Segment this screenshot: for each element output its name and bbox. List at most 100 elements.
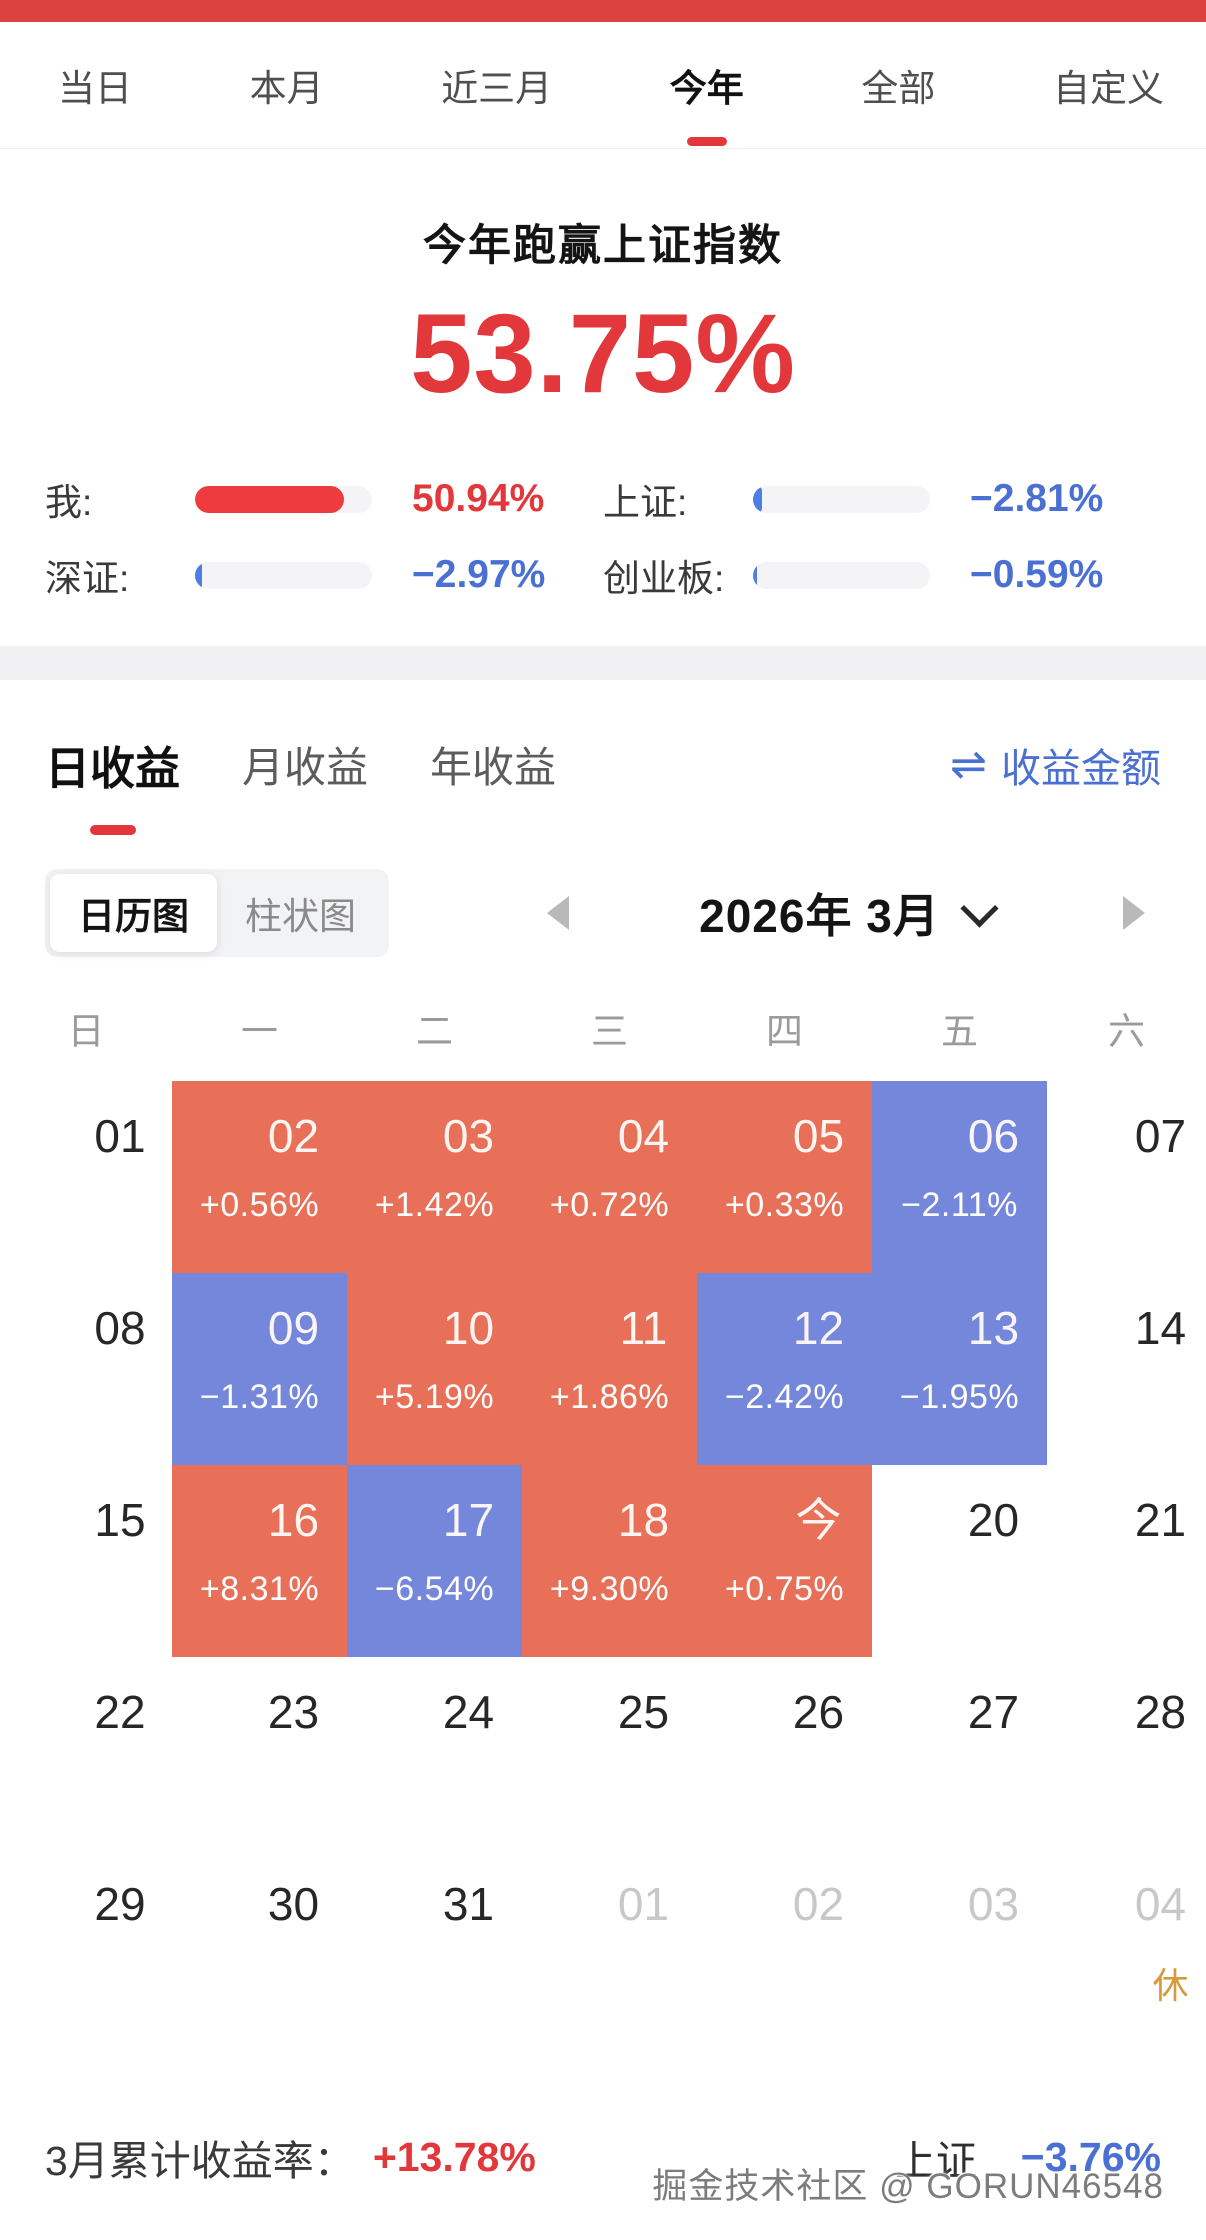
calendar-grid: 01 02 +0.56% 03 +1.42% 04 +0.72% 05 +0.33% 06 −2.1… (0, 1081, 1206, 2041)
calendar-day-cell[interactable]: 01 (0, 1081, 172, 1273)
calendar-day-cell[interactable]: 06 −2.11% (872, 1081, 1047, 1273)
day-number: 15 (94, 1494, 146, 1546)
day-number: 02 (792, 1878, 845, 1930)
calendar-day-cell[interactable]: 12 −2.42% (697, 1273, 872, 1465)
calendar-day-cell[interactable]: 26 (697, 1657, 872, 1849)
footer-benchmark-value: −3.76% (1020, 2133, 1161, 2180)
calendar-day-cell[interactable]: 18 +9.30% (522, 1465, 697, 1657)
month-picker[interactable]: 2026年 3月 (569, 880, 1123, 946)
calendar-day-cell[interactable]: 28 (1047, 1657, 1206, 1849)
next-month-arrow-icon[interactable] (1123, 896, 1145, 930)
weekday-label: 二 (416, 1011, 453, 1052)
return-amount-toggle[interactable]: ⇌ 收益金额 (950, 736, 1161, 794)
calendar-day-cell[interactable]: 17 −6.54% (347, 1465, 522, 1657)
benchmark-value: −2.97% (412, 553, 546, 596)
tab-all[interactable]: 全部 (861, 68, 936, 109)
calendar-day-cell[interactable]: 29 (0, 1849, 172, 2041)
day-return-value: +5.19% (374, 1378, 495, 1417)
tab-daily-returns[interactable]: 日收益 (45, 732, 180, 797)
footer-benchmark: 上证 −3.76% (895, 2127, 1161, 2187)
benchmark-bar-fill (195, 561, 203, 589)
calendar-day-cell[interactable]: 02 (697, 1849, 872, 2041)
benchmark-row-shanghai: 上证: −2.81% (603, 476, 1161, 523)
view-bar-chart-button[interactable]: 柱状图 (245, 896, 356, 937)
benchmark-row-chinext: 创业板: −0.59% (603, 552, 1161, 599)
benchmark-bar-fill (195, 485, 344, 513)
calendar-day-cell[interactable]: 31 (347, 1849, 522, 2041)
calendar-day-cell[interactable]: 07 (1047, 1081, 1206, 1273)
swap-icon: ⇌ (950, 739, 987, 789)
outperformance-value: 53.75% (410, 291, 796, 416)
benchmark-comparison: 我: 50.94% 上证: −2.81% 深证: −2.97% 创业板: −0.… (0, 476, 1206, 599)
calendar-day-cell[interactable]: 01 (522, 1849, 697, 2041)
day-number: 08 (94, 1302, 146, 1354)
calendar-day-cell[interactable]: 10 +5.19% (347, 1273, 522, 1465)
current-month-label: 2026年 3月 (699, 890, 940, 942)
tab-yearly-returns[interactable]: 年收益 (430, 744, 557, 791)
day-return-value: +1.86% (549, 1378, 670, 1417)
benchmark-bar-fill (753, 485, 762, 513)
cumulative-return-label: 3月累计收益率： (45, 2138, 355, 2184)
date-range-tabs: 当日 本月 近三月 今年 全部 自定义 (0, 22, 1206, 149)
calendar-day-cell[interactable]: 21 (1047, 1465, 1206, 1657)
benchmark-value: −0.59% (970, 553, 1104, 596)
calendar-day-cell[interactable]: 08 (0, 1273, 172, 1465)
calendar-day-cell[interactable]: 02 +0.56% (172, 1081, 347, 1273)
calendar-day-cell[interactable]: 03 (872, 1849, 1047, 2041)
day-number: 23 (267, 1686, 320, 1738)
tab-this-year[interactable]: 今年 (670, 58, 744, 112)
benchmark-label: 上证: (603, 482, 688, 523)
calendar-day-cell[interactable]: 11 +1.86% (522, 1273, 697, 1465)
tab-last-3-months[interactable]: 近三月 (441, 68, 553, 109)
day-number: 16 (267, 1494, 320, 1546)
day-number: 29 (94, 1878, 146, 1930)
day-number: 06 (967, 1110, 1020, 1162)
day-number: 14 (1134, 1302, 1187, 1354)
benchmark-value: 50.94% (412, 477, 545, 520)
benchmark-value: −2.81% (970, 477, 1104, 520)
day-number: 27 (967, 1686, 1020, 1738)
calendar-day-cell[interactable]: 20 (872, 1465, 1047, 1657)
weekday-label: 五 (941, 1011, 978, 1052)
performance-summary: 今年跑赢上证指数 53.75% (0, 211, 1206, 418)
weekday-label: 四 (766, 1011, 803, 1052)
calendar-day-cell[interactable]: 04 +0.72% (522, 1081, 697, 1273)
tab-today[interactable]: 当日 (58, 68, 132, 109)
month-navigator: 2026年 3月 (389, 880, 1161, 946)
chevron-down-icon (960, 888, 999, 928)
calendar-day-cell[interactable]: 09 −1.31% (172, 1273, 347, 1465)
calendar-day-cell[interactable]: 05 +0.33% (697, 1081, 872, 1273)
day-number: 04 (617, 1110, 670, 1162)
month-summary-footer: 3月累计收益率： +13.78% 上证 −3.76% (0, 2127, 1206, 2187)
day-number: 17 (442, 1494, 495, 1546)
day-number: 12 (792, 1302, 845, 1354)
calendar-day-cell[interactable]: 27 (872, 1657, 1047, 1849)
calendar-day-cell[interactable]: 04 休 (1047, 1849, 1206, 2041)
top-red-bar (0, 0, 1206, 22)
day-number: 21 (1134, 1494, 1187, 1546)
tab-custom[interactable]: 自定义 (1052, 68, 1164, 109)
day-number: 04 (1134, 1878, 1187, 1930)
calendar-day-cell[interactable]: 30 (172, 1849, 347, 2041)
calendar-day-cell[interactable]: 14 (1047, 1273, 1206, 1465)
calendar-day-cell[interactable]: 03 +1.42% (347, 1081, 522, 1273)
calendar-day-cell[interactable]: 23 (172, 1657, 347, 1849)
day-return-value: +0.56% (199, 1186, 320, 1225)
day-return-value: −1.31% (199, 1378, 320, 1417)
tab-monthly-returns[interactable]: 月收益 (242, 744, 369, 791)
calendar-day-cell[interactable]: 25 (522, 1657, 697, 1849)
calendar-day-cell[interactable]: 22 (0, 1657, 172, 1849)
calendar-day-cell[interactable]: 今 +0.75% (697, 1465, 872, 1657)
calendar-day-cell[interactable]: 16 +8.31% (172, 1465, 347, 1657)
summary-title: 今年跑赢上证指数 (423, 222, 783, 270)
tab-this-month[interactable]: 本月 (249, 68, 324, 109)
calendar-day-cell[interactable]: 13 −1.95% (872, 1273, 1047, 1465)
view-calendar-button[interactable]: 日历图 (50, 874, 217, 952)
day-number: 25 (617, 1686, 670, 1738)
calendar-controls: 日历图 柱状图 2026年 3月 (0, 869, 1206, 957)
calendar-day-cell[interactable]: 24 (347, 1657, 522, 1849)
day-return-value: +1.42% (374, 1186, 495, 1225)
previous-month-arrow-icon[interactable] (547, 896, 569, 930)
weekday-label: 一 (241, 1011, 278, 1052)
calendar-day-cell[interactable]: 15 (0, 1465, 172, 1657)
